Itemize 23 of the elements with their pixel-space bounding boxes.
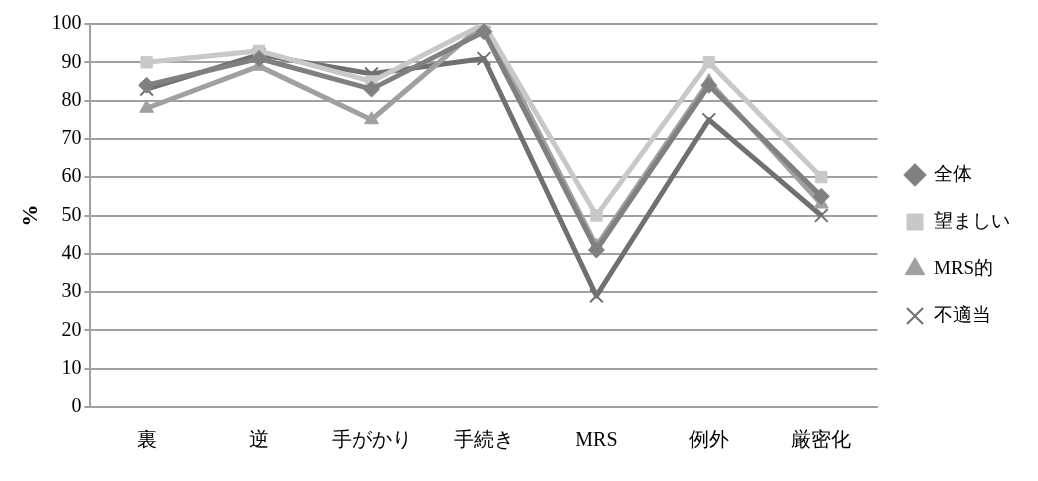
- legend-label: 全体: [934, 162, 972, 184]
- y-tick-label: 10: [61, 355, 82, 378]
- y-tick-label: 100: [51, 11, 82, 34]
- legend-label: 望ましい: [934, 209, 1010, 231]
- y-tick-label: 90: [61, 49, 82, 72]
- x-tick-label: 例外: [688, 428, 729, 451]
- y-tick-label: 40: [61, 241, 82, 264]
- y-tick-label: 0: [71, 394, 82, 417]
- legend-label: 不適当: [934, 303, 991, 325]
- y-tick-label: 80: [61, 87, 82, 110]
- x-tick-label: 手続き: [453, 428, 514, 451]
- x-tick-label: MRS: [575, 428, 618, 451]
- y-tick-label: 30: [61, 279, 82, 302]
- y-tick-label: 60: [61, 164, 82, 187]
- x-tick-label: 手がかり: [331, 428, 412, 451]
- x-tick-label: 裏: [136, 428, 157, 451]
- y-tick-label: 50: [61, 202, 82, 225]
- legend-label: MRS的: [934, 256, 994, 278]
- x-tick-label: 逆: [249, 428, 270, 451]
- y-axis-title: %: [16, 204, 42, 227]
- y-tick-label: 70: [61, 126, 82, 149]
- y-tick-label: 20: [61, 317, 82, 340]
- x-tick-label: 厳密化: [791, 428, 852, 451]
